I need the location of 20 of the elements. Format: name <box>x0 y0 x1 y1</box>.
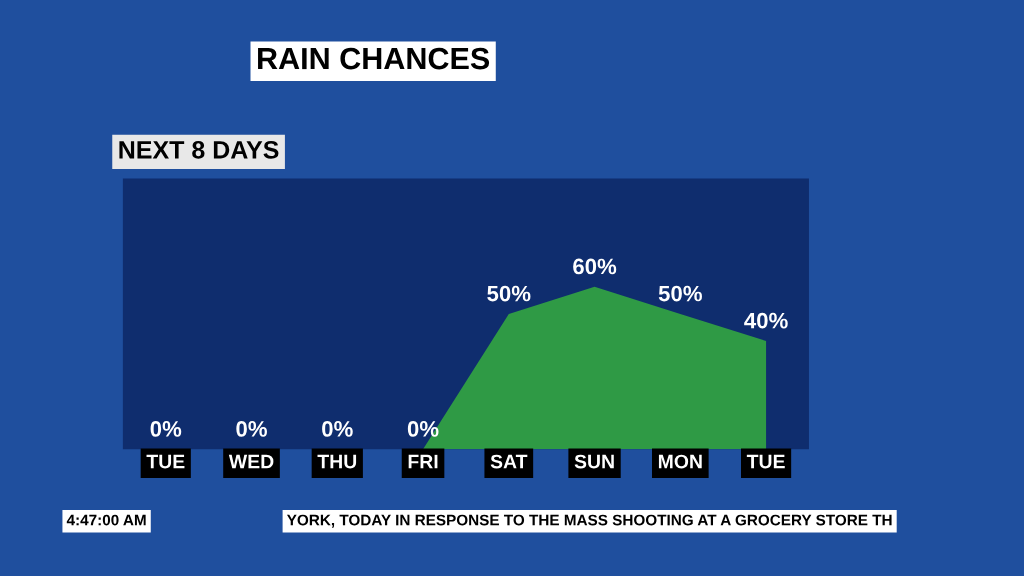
x-tick-label: SUN <box>574 454 614 469</box>
data-label: 40% <box>744 312 788 329</box>
data-label: 0% <box>236 421 267 437</box>
data-label: 60% <box>573 258 617 275</box>
chart-subtitle: NEXT 8 DAYS <box>119 140 279 159</box>
chart-title: RAIN CHANCES <box>258 47 490 70</box>
text: 4:47:00 AM <box>66 514 146 526</box>
x-tick-label: TUE <box>746 454 785 469</box>
x-tick-label: SAT <box>490 454 528 469</box>
x-tick-label: FRI <box>408 454 438 469</box>
data-label: 0% <box>322 421 353 437</box>
x-tick-label: THU <box>317 454 357 469</box>
x-tick-label: TUE <box>146 454 185 469</box>
data-label: 50% <box>487 285 531 302</box>
data-label: 0% <box>150 421 182 437</box>
x-tick-label: MON <box>658 454 702 469</box>
data-label: 0% <box>407 421 439 437</box>
text: YORK, TODAY IN RESPONSE TO THE MASS SHOOTING AT A GROCERY STORE TH <box>286 514 892 528</box>
data-label: 50% <box>658 285 702 302</box>
x-tick-label: WED <box>228 454 274 469</box>
